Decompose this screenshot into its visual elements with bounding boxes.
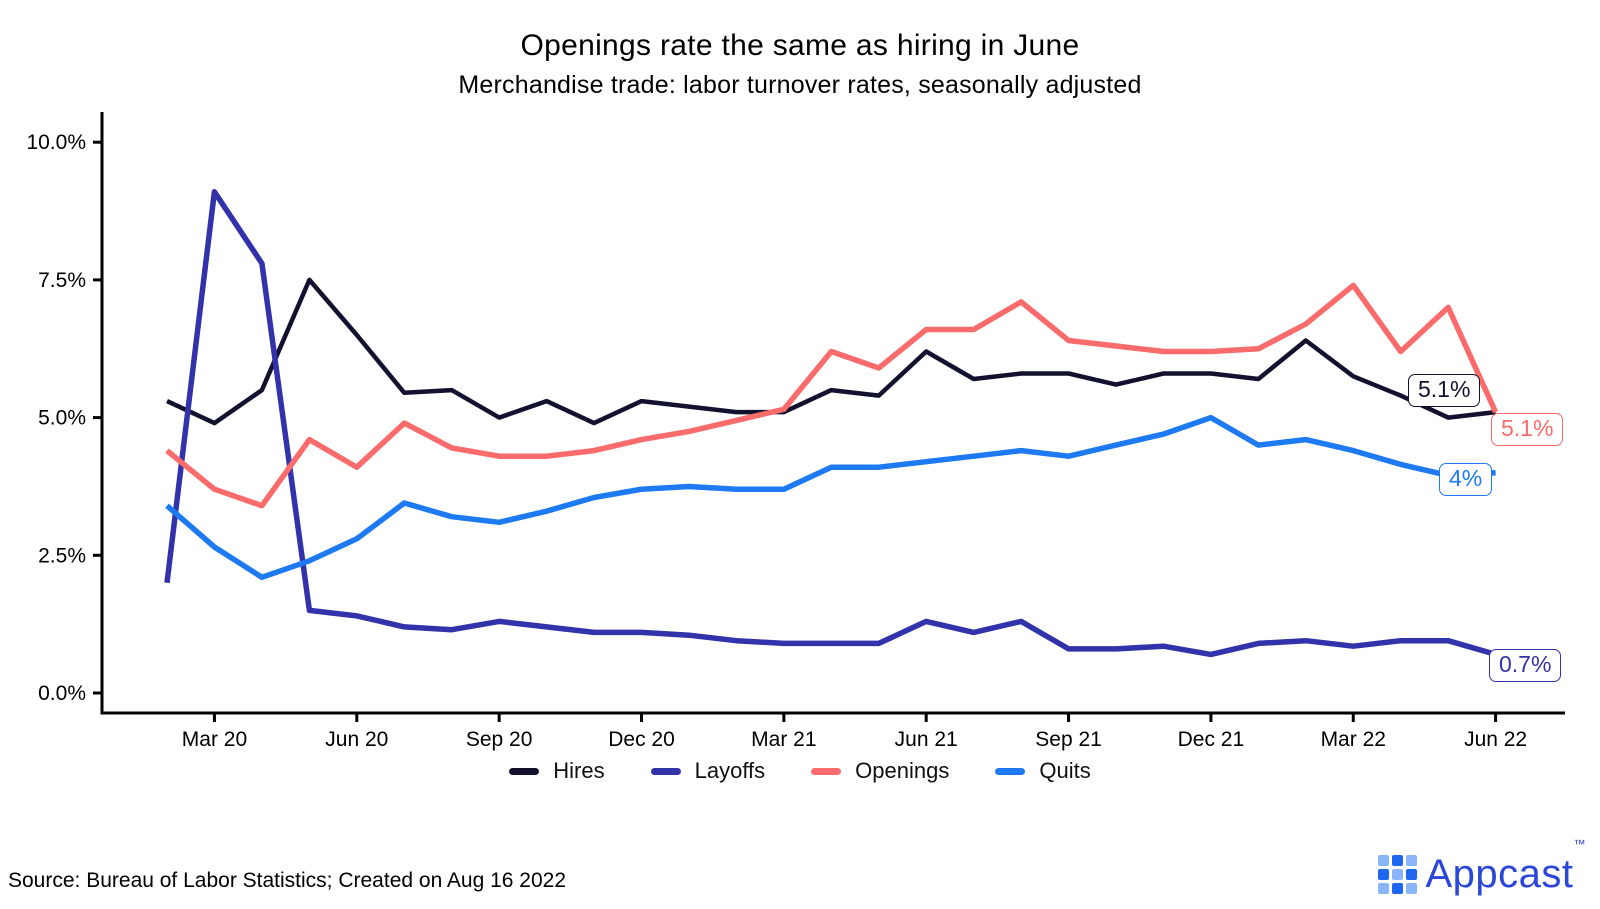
- x-tick-label: Mar 21: [751, 728, 816, 751]
- appcast-logo: Appcast™: [1378, 837, 1586, 897]
- x-tick-label: Jun 20: [325, 728, 388, 751]
- x-tick-label: Jun 21: [895, 728, 958, 751]
- chart-subtitle: Merchandise trade: labor turnover rates,…: [458, 71, 1142, 99]
- legend-item-openings: Openings: [811, 758, 949, 784]
- legend-item-quits: Quits: [995, 758, 1091, 784]
- x-tick-label: Jun 22: [1464, 728, 1527, 751]
- layoffs-line: [164, 189, 1497, 658]
- x-tick-label: Dec 21: [1178, 728, 1245, 751]
- legend-label-quits: Quits: [1039, 758, 1091, 783]
- chart-title: Openings rate the same as hiring in June: [520, 29, 1080, 62]
- x-tick-label: Sep 21: [1035, 728, 1102, 751]
- quits-end-label: 4%: [1439, 463, 1493, 497]
- legend: Hires Layoffs Openings Quits: [0, 758, 1600, 784]
- x-tick-label: Mar 22: [1321, 728, 1386, 751]
- legend-label-openings: Openings: [855, 758, 950, 783]
- y-tick-label: 10.0%: [26, 131, 86, 154]
- source-note: Source: Bureau of Labor Statistics; Crea…: [8, 869, 567, 892]
- x-tick-label: Dec 20: [608, 728, 675, 751]
- trademark-symbol: ™: [1573, 837, 1586, 851]
- appcast-grid-icon: [1378, 855, 1418, 894]
- openings-line: [165, 282, 1499, 509]
- hires-end-label: 5.1%: [1408, 374, 1481, 408]
- quits-line: [165, 414, 1496, 581]
- y-tick-label: 0.0%: [38, 682, 86, 705]
- quits-swatch-icon: [995, 767, 1026, 775]
- y-tick-label: 2.5%: [38, 544, 86, 567]
- legend-item-hires: Hires: [509, 758, 605, 784]
- appcast-wordmark: Appcast™: [1425, 837, 1586, 896]
- line-chart: 0.0% 2.5% 5.0% 7.5% 10.0% Mar 20 Jun 20 Sep 20 D…: [26, 112, 1565, 751]
- x-tick-label: Sep 20: [466, 728, 533, 751]
- y-tick-label: 7.5%: [38, 269, 86, 292]
- openings-swatch-icon: [811, 767, 842, 775]
- legend-label-hires: Hires: [553, 758, 605, 783]
- hires-line: [166, 277, 1496, 426]
- x-tick-label: Mar 20: [182, 728, 247, 751]
- layoffs-swatch-icon: [650, 767, 681, 775]
- openings-end-label: 5.1%: [1491, 413, 1564, 447]
- legend-item-layoffs: Layoffs: [650, 758, 766, 784]
- legend-label-layoffs: Layoffs: [694, 758, 766, 783]
- hires-swatch-icon: [509, 767, 540, 775]
- y-tick-label: 5.0%: [38, 407, 86, 430]
- layoffs-end-label: 0.7%: [1489, 649, 1562, 683]
